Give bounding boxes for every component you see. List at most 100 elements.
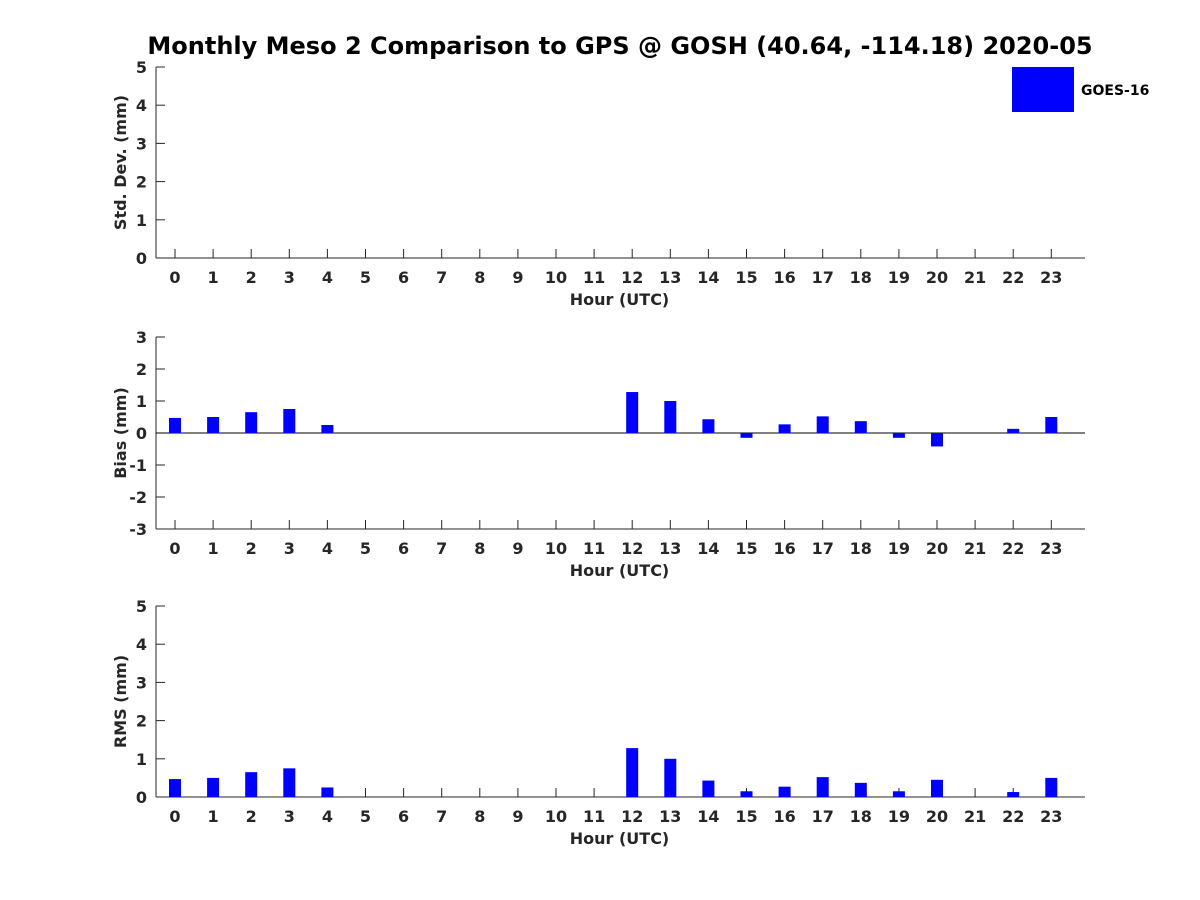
x-tick-label: 19 [888,539,910,558]
y-axis-label: RMS (mm) [111,655,130,748]
y-tick-label: 5 [136,597,147,616]
x-tick-label: 17 [812,807,834,826]
y-tick-label: 3 [136,673,147,692]
x-tick-label: 21 [964,539,986,558]
bar-hour-2 [245,772,258,797]
x-tick-label: 21 [964,807,986,826]
x-tick-label: 10 [545,539,567,558]
bar-hour-3 [283,409,296,433]
x-tick-label: 18 [850,539,872,558]
bar-hour-20 [931,433,943,447]
x-tick-label: 3 [284,807,295,826]
x-tick-label: 20 [926,807,948,826]
x-tick-label: 0 [169,539,180,558]
x-tick-label: 22 [1002,268,1024,287]
x-tick-label: 11 [583,807,605,826]
x-tick-label: 9 [512,807,523,826]
bar-hour-18 [854,421,867,433]
x-tick-label: 16 [773,807,795,826]
bar-hour-17 [816,777,829,797]
bar-hour-1 [207,777,220,797]
x-tick-label: 23 [1040,268,1062,287]
bar-hour-15 [740,791,753,797]
y-tick-label: -3 [129,520,147,539]
x-tick-label: 6 [398,807,409,826]
bar-hour-22 [1007,792,1020,797]
x-tick-label: 13 [659,539,681,558]
x-tick-label: 1 [208,807,219,826]
y-axis-label: Std. Dev. (mm) [111,95,130,230]
x-tick-label: 18 [850,268,872,287]
x-tick-label: 8 [474,539,485,558]
x-tick-label: 2 [246,268,257,287]
x-axis-label: Hour (UTC) [570,290,670,309]
x-tick-label: 11 [583,268,605,287]
bar-hour-1 [207,417,220,433]
y-tick-label: 0 [136,424,147,443]
x-tick-label: 9 [512,268,523,287]
bar-hour-19 [892,791,905,797]
x-tick-label: 15 [735,807,757,826]
y-tick-label: 0 [136,788,147,807]
x-tick-label: 17 [812,539,834,558]
x-tick-label: 3 [284,539,295,558]
bar-hour-23 [1045,777,1058,797]
y-tick-label: 2 [136,360,147,379]
y-tick-label: 1 [136,750,147,769]
bar-hour-13 [664,758,677,797]
y-tick-label: 0 [136,249,147,268]
x-tick-label: 6 [398,539,409,558]
x-tick-label: 5 [360,268,371,287]
x-tick-label: 7 [436,807,447,826]
bar-hour-12 [626,392,639,433]
bar-hour-16 [778,786,791,797]
x-tick-label: 19 [888,268,910,287]
bar-hour-18 [854,782,867,797]
bar-hour-0 [169,417,181,433]
x-tick-label: 13 [659,807,681,826]
bar-hour-14 [702,780,715,797]
bar-hour-12 [626,748,639,797]
x-tick-label: 7 [436,539,447,558]
x-tick-label: 14 [697,268,719,287]
x-axis-label: Hour (UTC) [570,829,670,848]
x-tick-label: 23 [1040,807,1062,826]
y-tick-label: 5 [136,58,147,77]
x-tick-label: 1 [208,539,219,558]
legend-label-goes-16: GOES-16 [1081,83,1149,99]
x-tick-label: 3 [284,268,295,287]
x-tick-label: 23 [1040,539,1062,558]
x-tick-label: 17 [812,268,834,287]
x-tick-label: 20 [926,539,948,558]
y-axis-label: Bias (mm) [111,387,130,479]
x-tick-label: 12 [621,268,643,287]
x-tick-label: 2 [246,807,257,826]
y-tick-label: 2 [136,712,147,731]
y-tick-label: 1 [136,211,147,230]
x-tick-label: 18 [850,807,872,826]
x-tick-label: 19 [888,807,910,826]
x-tick-label: 15 [735,539,757,558]
x-tick-label: 20 [926,268,948,287]
bar-hour-20 [931,779,943,797]
x-tick-label: 14 [697,807,719,826]
x-tick-label: 14 [697,539,719,558]
x-axis-label: Hour (UTC) [570,561,670,580]
x-tick-label: 2 [246,539,257,558]
bar-hour-15 [740,433,753,438]
x-tick-label: 16 [773,268,795,287]
bar-hour-17 [816,416,829,433]
x-tick-label: 9 [512,539,523,558]
x-tick-label: 12 [621,539,643,558]
x-tick-label: 8 [474,807,485,826]
y-tick-label: -1 [129,456,147,475]
x-tick-label: 16 [773,539,795,558]
bar-hour-4 [321,425,334,433]
y-tick-label: 1 [136,392,147,411]
bar-hour-13 [664,401,677,433]
bar-hour-4 [321,787,334,797]
